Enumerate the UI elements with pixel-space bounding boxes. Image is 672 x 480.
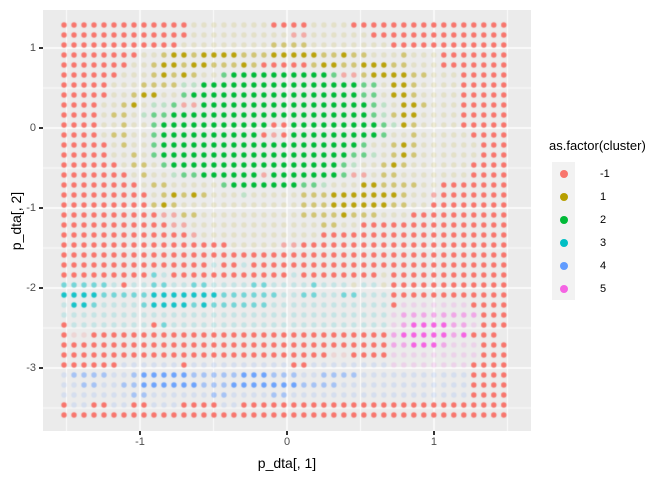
y-tick-label: -3 [26, 362, 36, 374]
y-tick-mark [39, 287, 43, 289]
legend-point-icon [559, 215, 568, 224]
legend-label: 3 [600, 236, 607, 249]
legend-label: 4 [600, 259, 607, 272]
legend-point-icon [559, 238, 568, 247]
legend-key [552, 231, 575, 254]
legend-title: as.factor(cluster) [549, 138, 646, 153]
legend-key [552, 208, 575, 231]
legend: as.factor(cluster) -1 1 2 3 4 5 [537, 138, 671, 300]
x-tick-label: -1 [135, 436, 145, 448]
legend-point-icon [559, 169, 568, 178]
legend-label: -1 [600, 167, 610, 180]
y-tick-label: 1 [29, 42, 36, 54]
x-axis-title: p_dta[, 1] [257, 455, 317, 471]
legend-entry: -1 [552, 162, 671, 185]
legend-key [552, 254, 575, 277]
legend-point-icon [559, 192, 568, 201]
legend-label: 1 [600, 190, 607, 203]
legend-entry: 3 [552, 231, 671, 254]
legend-key [552, 277, 575, 300]
x-tick-mark [286, 431, 288, 435]
y-tick-mark [39, 127, 43, 129]
x-tick-label: 0 [283, 436, 291, 448]
y-tick-label: -1 [26, 202, 36, 214]
x-tick-mark [139, 431, 141, 435]
y-tick-mark [39, 367, 43, 369]
legend-entry: 1 [552, 185, 671, 208]
legend-entry: 5 [552, 277, 671, 300]
x-tick-mark [433, 431, 435, 435]
y-tick-label: 0 [29, 122, 36, 134]
legend-entry: 2 [552, 208, 671, 231]
x-tick-label: 1 [430, 436, 438, 448]
y-tick-mark [39, 207, 43, 209]
legend-key [552, 185, 575, 208]
y-axis-title: p_dta[, 2] [8, 191, 24, 251]
plot-panel [43, 10, 531, 431]
legend-label: 2 [600, 213, 607, 226]
y-tick-mark [39, 47, 43, 49]
legend-entry: 4 [552, 254, 671, 277]
legend-label: 5 [600, 282, 607, 295]
legend-key [552, 162, 575, 185]
legend-point-icon [559, 261, 568, 270]
legend-point-icon [559, 284, 568, 293]
y-tick-label: -2 [26, 282, 36, 294]
legend-entries: -1 1 2 3 4 5 [537, 162, 671, 300]
